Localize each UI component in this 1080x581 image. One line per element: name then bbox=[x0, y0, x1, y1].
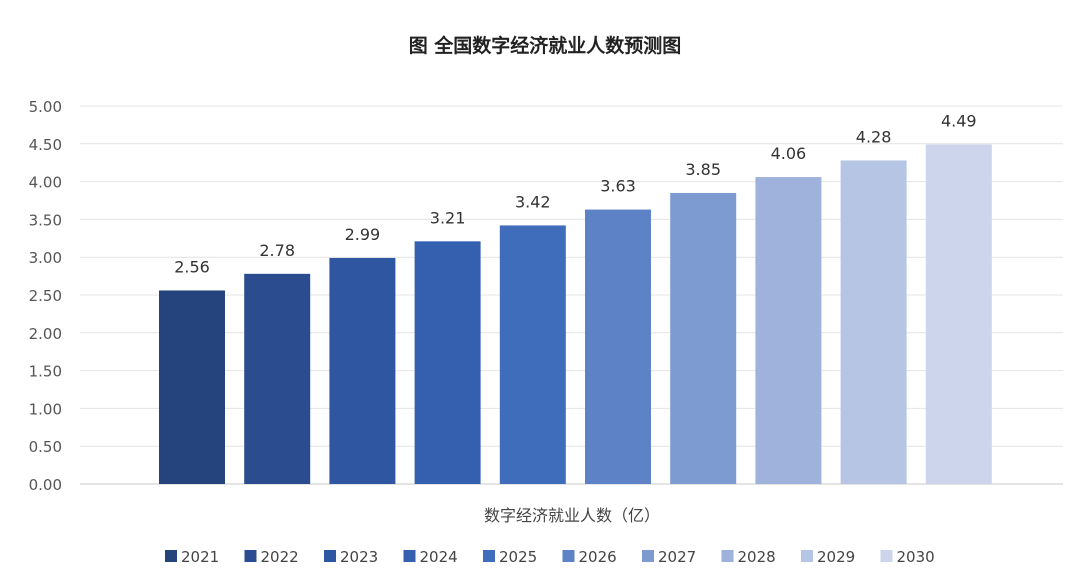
legend-swatch-2024 bbox=[403, 550, 416, 562]
legend-swatch-2029 bbox=[801, 550, 813, 562]
legend-swatch-2023 bbox=[324, 550, 336, 562]
data-label-2026: 3.63 bbox=[600, 177, 636, 196]
y-tick-label: 4.00 bbox=[29, 174, 62, 192]
bar-2025 bbox=[499, 225, 566, 484]
legend-swatch-2026 bbox=[562, 550, 575, 562]
legend-swatch-2027 bbox=[642, 550, 654, 562]
legend-swatch-2021 bbox=[165, 550, 177, 562]
gridlines bbox=[80, 105, 1063, 485]
x-axis-label: 数字经济就业人数（亿） bbox=[484, 506, 660, 525]
y-tick-label: 1.00 bbox=[29, 400, 62, 418]
legend-label-2023: 2023 bbox=[340, 548, 378, 566]
legend-label-2029: 2029 bbox=[817, 548, 855, 566]
data-label-2028: 4.06 bbox=[771, 144, 807, 163]
data-label-2027: 3.85 bbox=[685, 160, 721, 179]
y-axis-ticks: 0.00 0.50 1.00 1.50 2.00 2.50 3.00 3.50 4.00 4.50… bbox=[29, 98, 62, 494]
legend-swatch-2028 bbox=[721, 550, 734, 562]
bar-2030 bbox=[925, 144, 992, 484]
legend-swatch-2025 bbox=[483, 550, 495, 562]
data-label-2023: 2.99 bbox=[345, 225, 381, 244]
data-label-2022: 2.78 bbox=[259, 241, 295, 260]
y-tick-label: 0.50 bbox=[29, 438, 62, 456]
legend-label-2026: 2026 bbox=[579, 548, 617, 566]
bar-2024 bbox=[414, 241, 481, 484]
legend-label-2027: 2027 bbox=[658, 548, 696, 566]
legend-label-2030: 2030 bbox=[897, 548, 935, 566]
chart-title: 图 全国数字经济就业人数预测图 bbox=[409, 34, 682, 57]
bars bbox=[159, 144, 992, 484]
legend-label-2024: 2024 bbox=[420, 548, 458, 566]
bar-2028 bbox=[755, 177, 822, 484]
legend-label-2022: 2022 bbox=[261, 548, 299, 566]
y-tick-label: 5.00 bbox=[29, 98, 62, 116]
y-tick-label: 0.00 bbox=[29, 476, 62, 494]
bar-2023 bbox=[329, 257, 396, 484]
legend-swatch-2030 bbox=[880, 550, 893, 562]
y-tick-label: 3.00 bbox=[29, 249, 62, 267]
bar-2027 bbox=[670, 192, 737, 484]
data-label-2021: 2.56 bbox=[174, 257, 210, 276]
bar-2021 bbox=[159, 290, 225, 484]
bar-2022 bbox=[244, 273, 311, 484]
data-label-2025: 3.42 bbox=[515, 192, 551, 211]
legend-label-2028: 2028 bbox=[738, 548, 776, 566]
legend-label-2025: 2025 bbox=[499, 548, 537, 566]
data-label-2024: 3.21 bbox=[430, 208, 466, 227]
y-tick-label: 1.50 bbox=[29, 363, 62, 381]
bar-2026 bbox=[585, 209, 651, 484]
y-tick-label: 2.00 bbox=[29, 325, 62, 343]
data-labels: 2.56 2.78 2.99 3.21 3.42 3.63 3.85 4.06 4.28 4.49 bbox=[174, 112, 976, 277]
data-label-2030: 4.49 bbox=[941, 112, 977, 131]
data-label-2029: 4.28 bbox=[856, 127, 892, 146]
legend-swatch-2022 bbox=[244, 550, 257, 562]
y-tick-label: 3.50 bbox=[29, 211, 62, 229]
y-tick-label: 4.50 bbox=[29, 136, 62, 154]
legend: 2021 2022 2023 2024 2025 2026 2027 2028 2029 2030 bbox=[165, 548, 935, 566]
bar-2029 bbox=[840, 160, 907, 484]
legend-label-2021: 2021 bbox=[181, 548, 219, 566]
y-tick-label: 2.50 bbox=[29, 287, 62, 305]
